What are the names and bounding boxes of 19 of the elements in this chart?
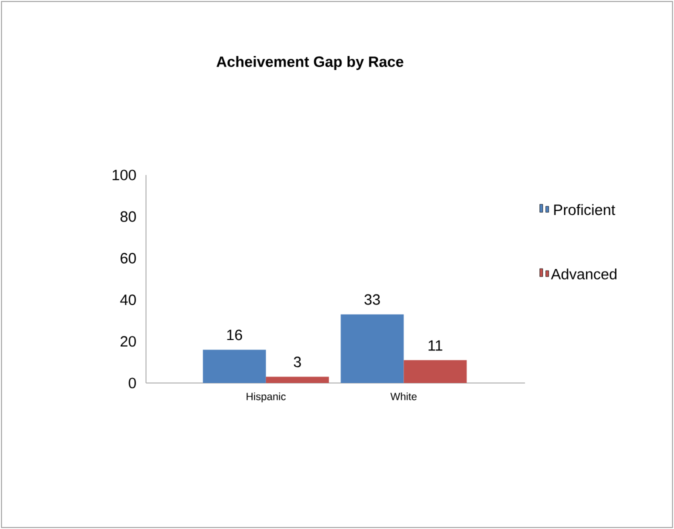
legend-label: Advanced [550, 268, 616, 280]
data-label: 3 [294, 356, 301, 368]
data-label: 33 [364, 294, 380, 305]
x-tick-label: White [390, 392, 417, 400]
bar [202, 350, 266, 383]
legend-label: Proficient [554, 204, 616, 216]
y-tick-label: 20 [120, 336, 136, 347]
chart-title: Acheivement Gap by Race [216, 56, 404, 70]
bar [266, 376, 329, 383]
y-tick-label: 80 [120, 211, 136, 222]
bar [340, 314, 404, 383]
y-tick-label: 100 [112, 170, 136, 180]
x-tick-label: Hispanic [246, 392, 286, 402]
data-label: 16 [227, 330, 242, 340]
bar [404, 360, 467, 383]
y-tick-label: 60 [120, 252, 136, 264]
y-tick-label: 0 [128, 378, 136, 388]
data-label: 11 [428, 340, 442, 351]
y-tick-label: 40 [120, 294, 136, 306]
